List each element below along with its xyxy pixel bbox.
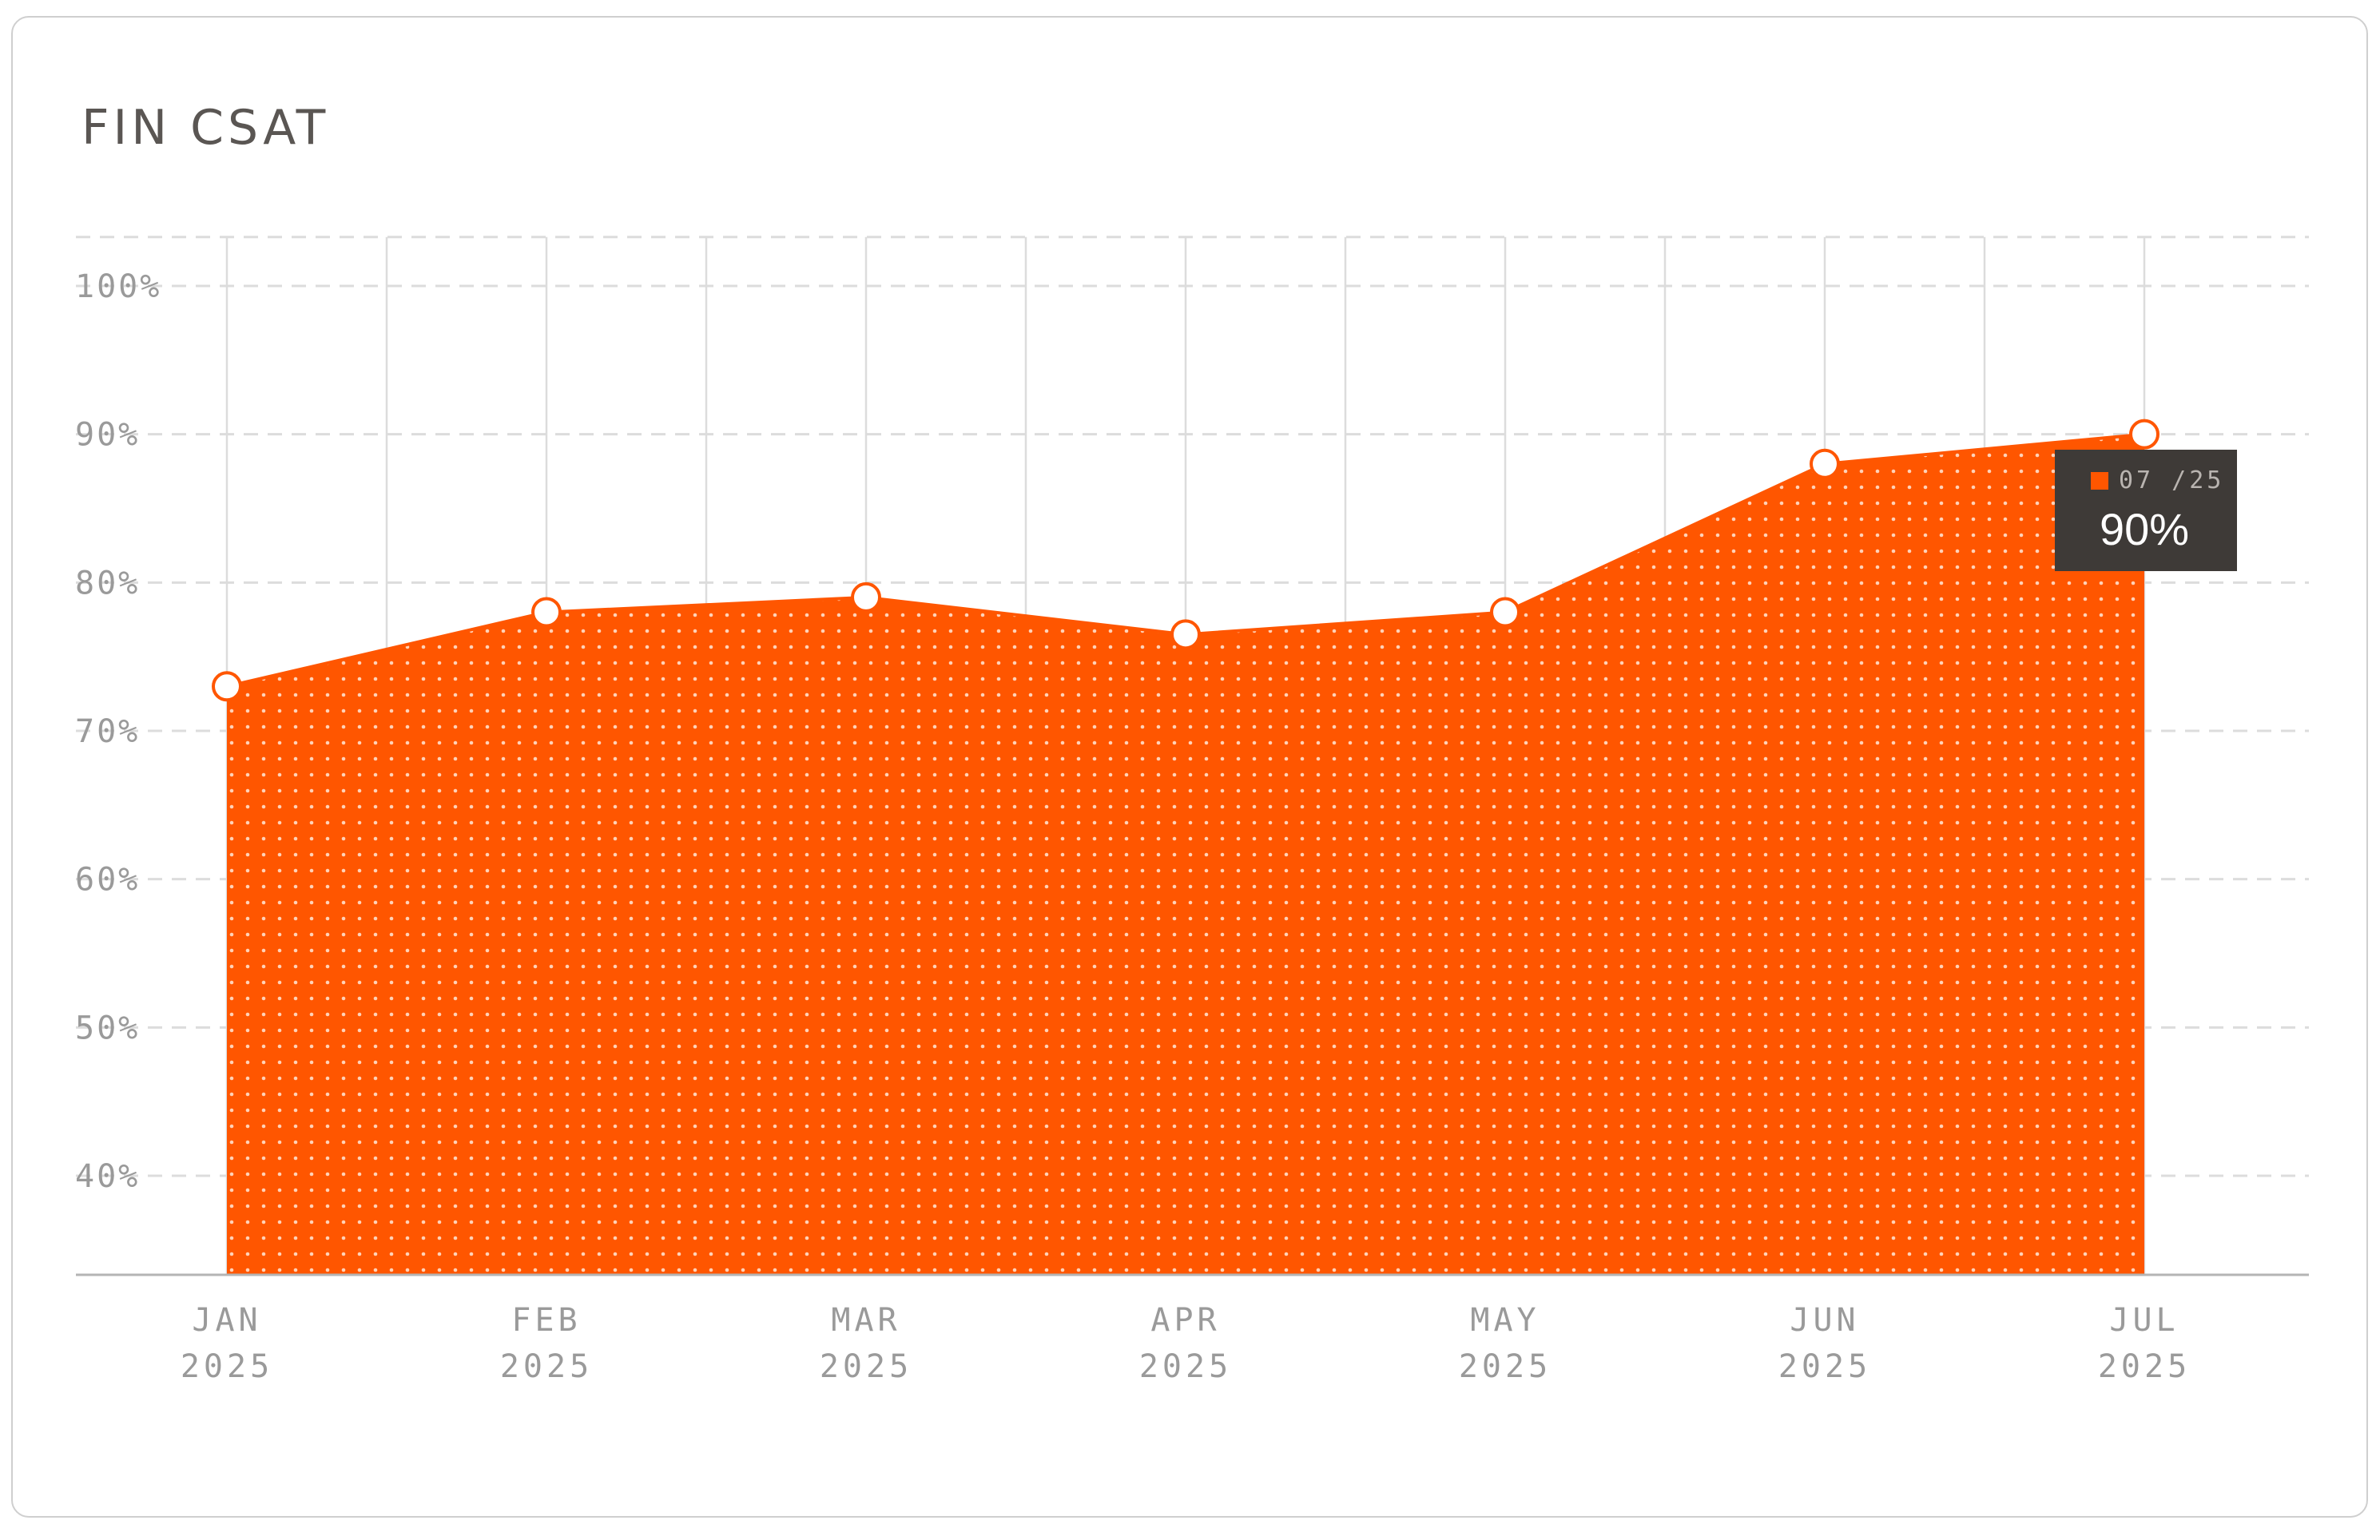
x-tick-label: JUN 2025	[1778, 1302, 1871, 1385]
series-area	[227, 434, 2144, 1275]
x-axis-ticks: JAN 2025 FEB 2025 MAR 2025 APR 2025 MAY 2025 JUN 20…	[181, 1302, 2191, 1385]
x-tick-label: FEB 2025	[500, 1302, 593, 1385]
tooltip-value: 90%	[2100, 504, 2189, 554]
tooltip-box	[2055, 450, 2237, 571]
data-point-marker[interactable]	[212, 671, 242, 702]
y-tick-label: 70%	[75, 713, 140, 750]
data-point-marker[interactable]	[851, 581, 881, 613]
tooltip: 07 /25 90%	[2055, 450, 2237, 571]
x-tick-label: JUL 2025	[2098, 1302, 2191, 1385]
data-point-marker[interactable]	[2129, 419, 2159, 450]
y-tick-label: 60%	[75, 862, 140, 899]
x-tick-label: JAN 2025	[181, 1302, 273, 1385]
data-point-marker[interactable]	[1810, 448, 1840, 479]
data-point-marker[interactable]	[1490, 597, 1520, 628]
data-point-marker[interactable]	[1170, 619, 1201, 650]
y-tick-label: 100%	[75, 268, 161, 305]
y-tick-label: 90%	[75, 417, 140, 454]
point-markers	[212, 419, 2159, 702]
y-axis-ticks: 40% 50% 60% 70% 80% 90% 100%	[75, 268, 161, 1195]
tooltip-date: 07 /25	[2119, 466, 2224, 494]
x-tick-label: MAR 2025	[820, 1302, 912, 1385]
y-tick-label: 80%	[75, 565, 140, 601]
orange-square-icon	[2091, 472, 2108, 490]
y-tick-label: 50%	[75, 1010, 140, 1046]
chart-title: FIN CSAT	[81, 100, 330, 156]
y-tick-label: 40%	[75, 1158, 140, 1195]
x-tick-label: APR 2025	[1139, 1302, 1232, 1385]
x-tick-label: MAY 2025	[1459, 1302, 1552, 1385]
data-point-marker[interactable]	[531, 597, 562, 628]
